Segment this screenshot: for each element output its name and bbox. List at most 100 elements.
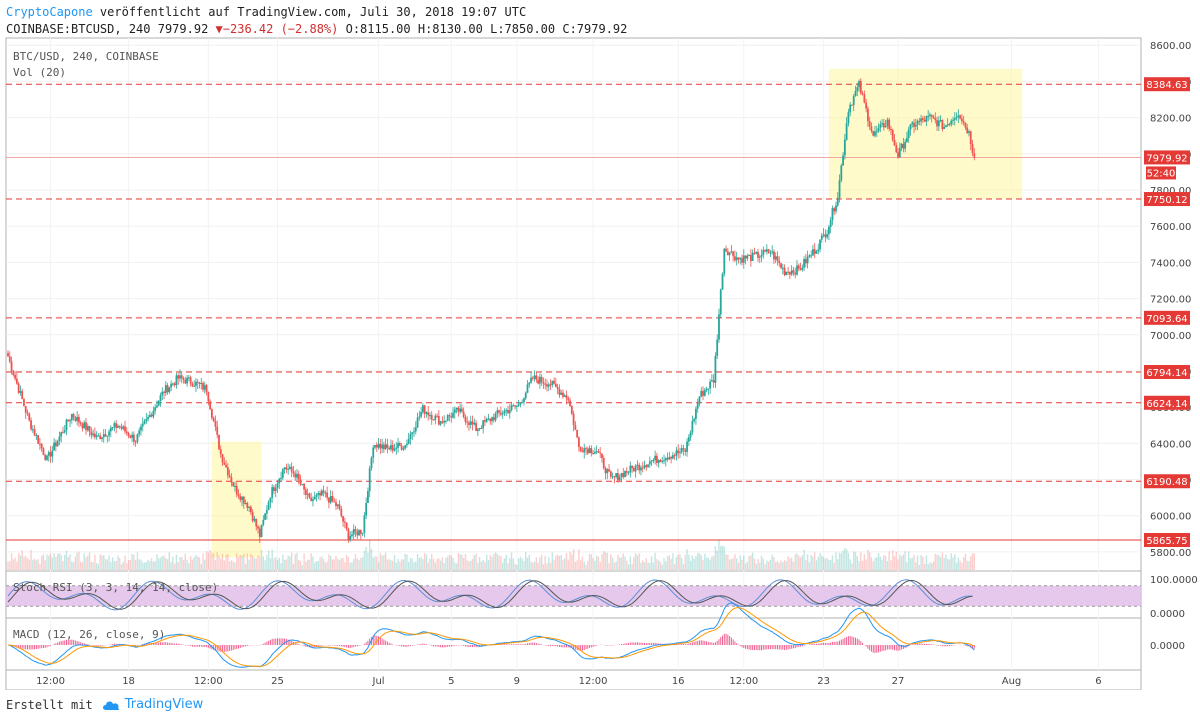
candle-body (223, 462, 226, 465)
volume-bar (303, 553, 305, 570)
candle-body (101, 437, 103, 440)
author-link[interactable]: CryptoCapone (6, 5, 93, 19)
candle-body (877, 127, 880, 132)
volume-bar (46, 554, 48, 570)
candle-body (567, 398, 570, 401)
volume-bar (812, 556, 814, 570)
volume-bar (273, 558, 275, 570)
candle-body (774, 256, 777, 260)
candle-body (51, 450, 54, 457)
volume-bar (299, 560, 302, 570)
volume-bar (629, 556, 632, 570)
candle-body (767, 249, 770, 253)
volume-bar (42, 554, 45, 570)
candle-body (721, 273, 724, 290)
candle-body (824, 234, 827, 238)
volume-bar (290, 552, 293, 570)
volume-bar (393, 555, 396, 570)
candle-body (923, 119, 926, 122)
volume-bar (783, 559, 786, 570)
candle-body (145, 419, 148, 422)
level-price-tag (1144, 310, 1190, 325)
volume-bar (120, 564, 123, 570)
volume-bar (434, 562, 436, 570)
volume-bar (402, 559, 405, 570)
candle-body (49, 452, 52, 457)
candle-body (154, 407, 157, 411)
candle-body (590, 448, 593, 454)
volume-bar (693, 558, 695, 570)
volume-bar (510, 552, 513, 570)
candle-body (175, 375, 178, 386)
candle-body (83, 422, 86, 429)
volume-bar (103, 555, 105, 570)
volume-bar (920, 555, 922, 570)
candle-body (929, 114, 931, 117)
candle-body (546, 384, 548, 387)
candle-body (202, 382, 204, 390)
candle-body (391, 445, 394, 451)
volume-bar (457, 553, 460, 570)
candle-body (127, 433, 130, 437)
volume-bar (879, 556, 882, 570)
volume-bar (828, 559, 830, 570)
volume-bar (173, 563, 176, 570)
candle-body (274, 487, 277, 491)
tradingview-logo[interactable]: TradingView (101, 697, 203, 712)
volume-bar (973, 553, 975, 570)
volume-bar (360, 557, 362, 570)
candle-body (617, 473, 619, 481)
volume-bar (243, 553, 245, 570)
volume-bar (56, 554, 59, 570)
candle-body (358, 529, 360, 536)
volume-bar (399, 561, 401, 570)
volume-bar (780, 560, 782, 570)
candle-body (296, 473, 298, 478)
volume-bar (340, 558, 343, 570)
candle-body (450, 416, 453, 418)
candle-body (69, 420, 71, 422)
candle-body (356, 531, 359, 536)
volume-bar (744, 563, 747, 570)
candle-body (906, 138, 908, 142)
volume-bar (838, 552, 841, 570)
volume-bar (363, 551, 366, 570)
created-with-text: Erstellt mit (6, 697, 93, 712)
volume-bar (51, 557, 54, 570)
volume-bar (941, 552, 944, 570)
candle-body (542, 382, 545, 384)
candle-body (749, 254, 752, 261)
candlestick-chart[interactable]: 5800.006000.006200.006400.006600.006800.… (0, 0, 1200, 690)
volume-bar (778, 562, 780, 570)
volume-bar (370, 548, 373, 570)
candle-body (682, 448, 685, 450)
volume-bar (305, 561, 307, 570)
candle-body (285, 467, 288, 470)
volume-bar (113, 561, 116, 570)
candle-body (764, 250, 766, 252)
candle-body (634, 465, 637, 472)
candle-body (632, 468, 635, 472)
volume-bar (794, 554, 796, 570)
candle-body (281, 469, 284, 478)
candle-body (258, 528, 261, 538)
candle-body (452, 412, 454, 418)
candle-body (806, 256, 809, 264)
volume-bar (844, 548, 846, 570)
volume-bar (282, 554, 284, 570)
time-tick-label: 5 (448, 676, 454, 687)
volume-bar (652, 562, 655, 570)
volume-bar (228, 561, 231, 570)
volume-bar (53, 553, 55, 570)
volume-bar (493, 553, 495, 570)
candle-body (140, 426, 142, 431)
volume-bar (62, 561, 64, 570)
level-price-tag-label: 7093.64 (1146, 314, 1187, 325)
candle-body (489, 418, 492, 422)
candle-body (475, 422, 477, 431)
volume-bar (345, 554, 348, 570)
volume-bar (549, 562, 552, 570)
volume-bar (239, 554, 241, 570)
candle-body (843, 139, 846, 156)
volume-bar (819, 553, 821, 570)
